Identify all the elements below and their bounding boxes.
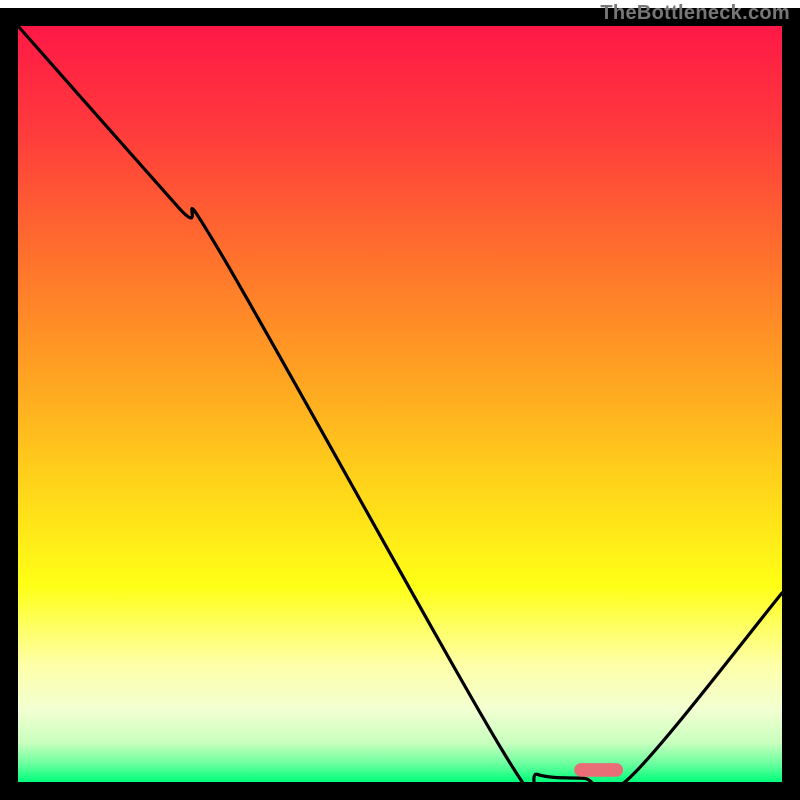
bottleneck-chart	[0, 0, 800, 800]
optimum-marker	[574, 763, 623, 777]
watermark-text: TheBottleneck.com	[600, 2, 790, 25]
chart-container: TheBottleneck.com	[0, 0, 800, 800]
gradient-background	[18, 26, 782, 782]
